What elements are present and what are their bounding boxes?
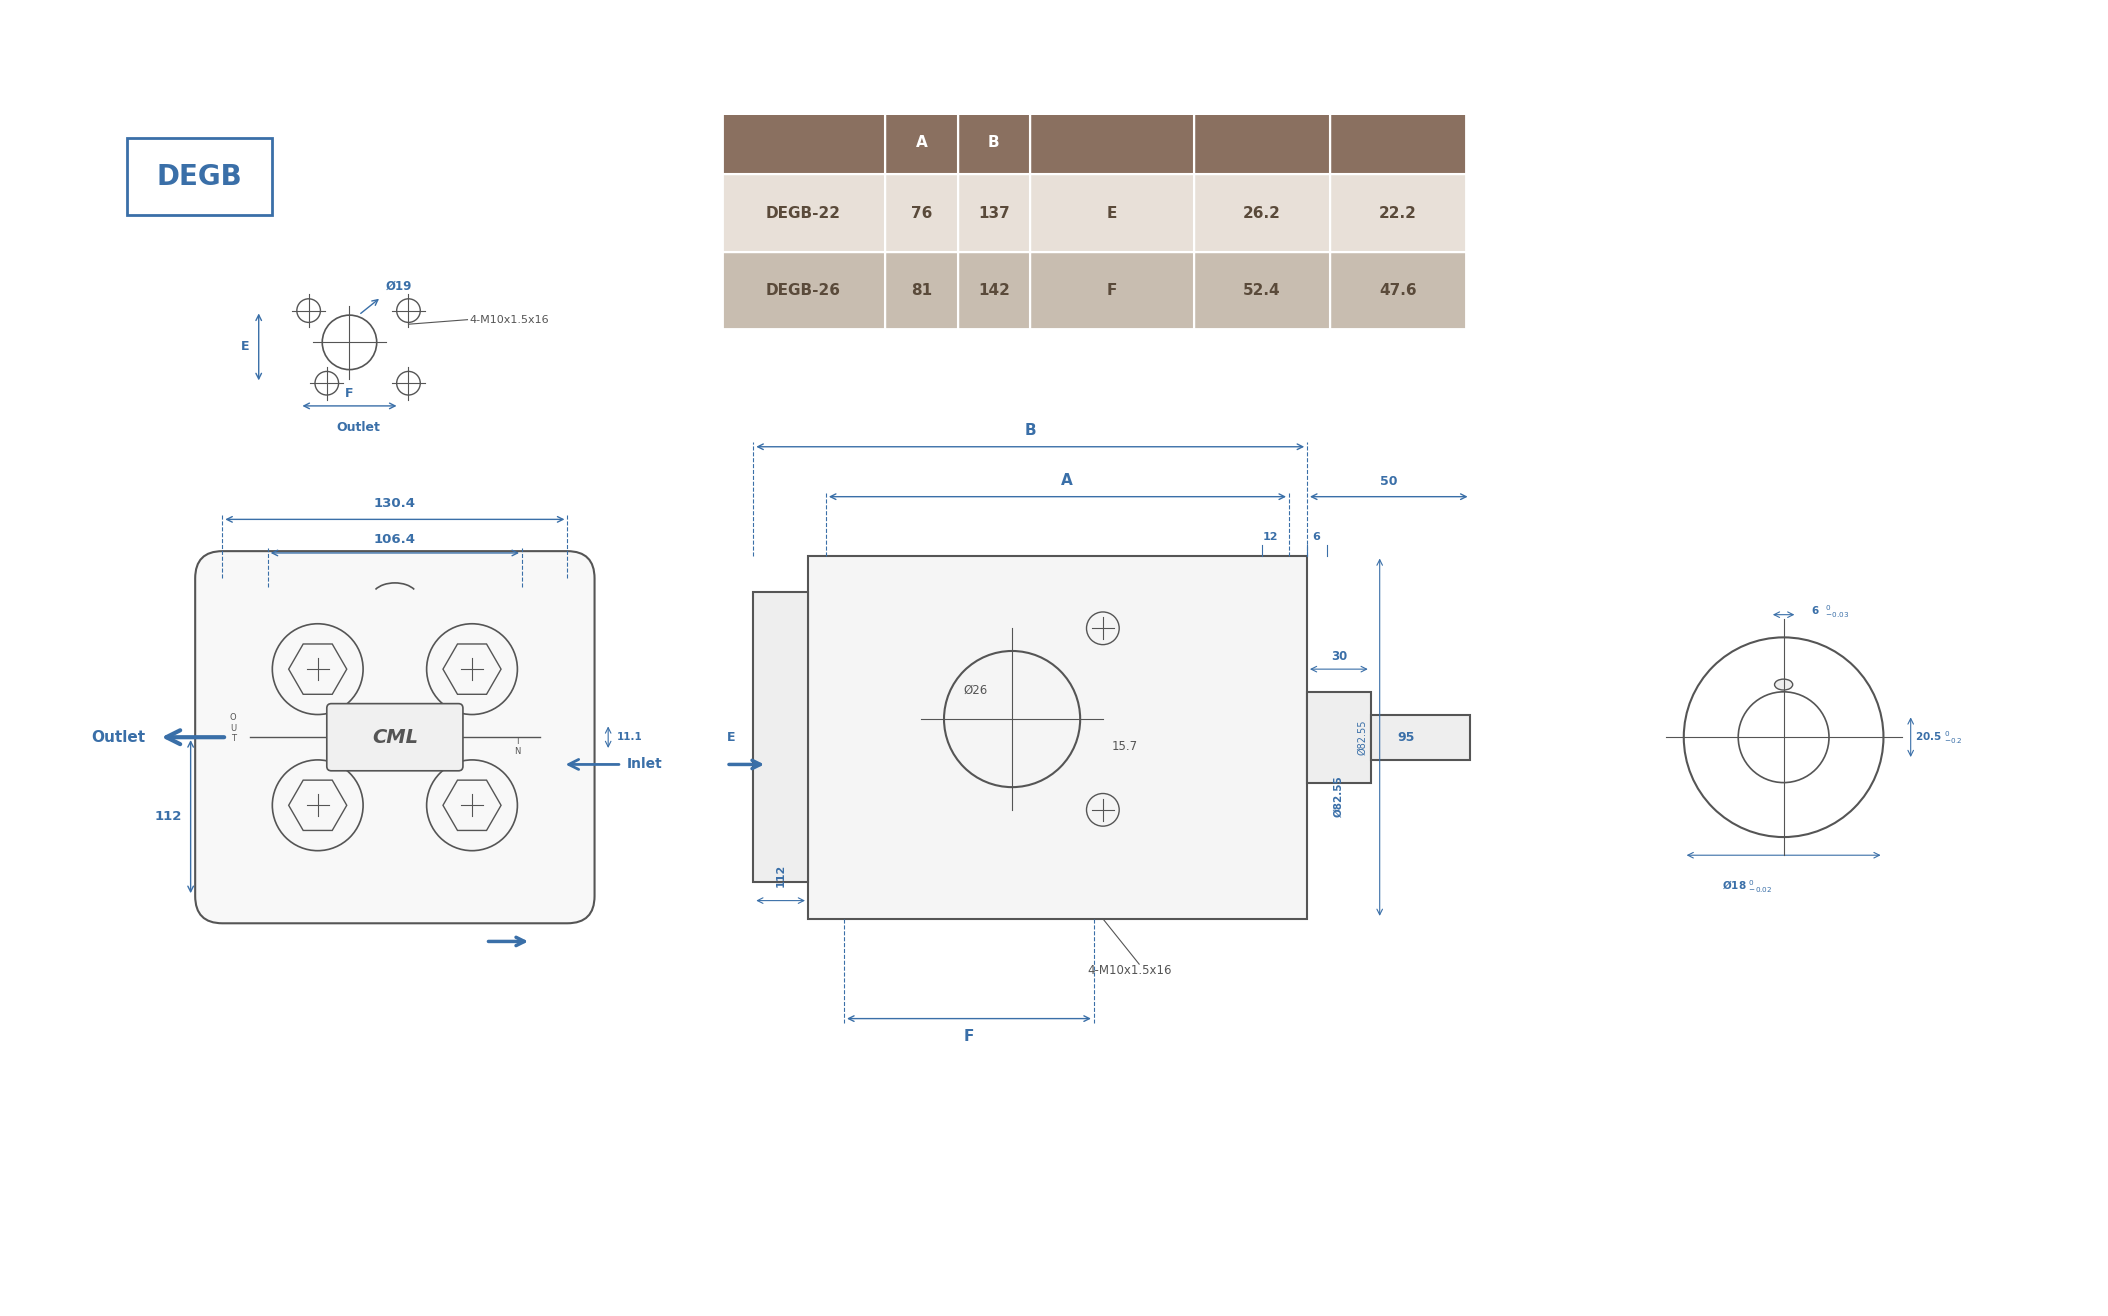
Text: A: A (915, 136, 928, 150)
Text: 6  $^0_{-0.03}$: 6 $^0_{-0.03}$ (1811, 604, 1849, 620)
Text: DIMENSION
(mm): DIMENSION (mm) (1067, 12, 1157, 46)
Ellipse shape (1775, 679, 1792, 690)
Bar (957, 175, 1031, 251)
Bar (1193, 175, 1330, 251)
Text: O
U
T: O U T (230, 713, 236, 744)
Text: Outlet: Outlet (91, 729, 145, 745)
Text: 12: 12 (1263, 532, 1280, 542)
Bar (721, 0, 885, 111)
Bar (1370, 715, 1471, 759)
Text: 4-M10x1.5x16: 4-M10x1.5x16 (1088, 965, 1172, 978)
Text: 11.1: 11.1 (618, 732, 643, 742)
Text: 47.6: 47.6 (1379, 283, 1417, 297)
Text: 76: 76 (911, 205, 932, 221)
Text: Ø19: Ø19 (386, 279, 413, 292)
Text: B: B (1024, 422, 1035, 438)
Text: 6: 6 (1311, 532, 1320, 542)
Text: 4-M10x1.5x16: 4-M10x1.5x16 (470, 315, 548, 325)
Text: A: A (1060, 472, 1073, 488)
Bar (1193, 0, 1330, 111)
Text: 50: 50 (1381, 475, 1398, 488)
Text: Model: Model (778, 22, 828, 37)
Bar (885, 0, 1031, 111)
Text: 137: 137 (978, 205, 1010, 221)
Text: 81: 81 (911, 283, 932, 297)
FancyBboxPatch shape (126, 138, 272, 216)
Text: DEGB: DEGB (156, 163, 242, 191)
Bar (1193, 111, 1330, 175)
Text: 26.2: 26.2 (1244, 205, 1282, 221)
Text: (mm): (mm) (934, 0, 980, 4)
Bar (1330, 111, 1465, 175)
Bar (885, 251, 957, 329)
Text: F: F (346, 387, 354, 400)
Bar (807, 555, 1307, 919)
Text: 52.4: 52.4 (1244, 283, 1280, 297)
Text: F: F (963, 1029, 974, 1045)
Text: CML: CML (371, 728, 417, 746)
Bar (885, 175, 957, 251)
Text: 30: 30 (1330, 650, 1347, 663)
Text: 20.5 $^0_{-0.2}$: 20.5 $^0_{-0.2}$ (1916, 729, 1963, 746)
Bar (1031, 0, 1193, 111)
Text: 142: 142 (978, 283, 1010, 297)
Text: 130.4: 130.4 (373, 497, 415, 511)
Text: Ø19
OUTLET: Ø19 OUTLET (1364, 12, 1431, 47)
Text: Ø82.55: Ø82.55 (1334, 775, 1345, 817)
Bar (721, 175, 885, 251)
Bar (1193, 251, 1330, 329)
Bar (753, 592, 807, 883)
Bar (957, 251, 1031, 329)
Text: Outlet: Outlet (337, 421, 379, 434)
Bar (721, 111, 885, 175)
Bar (885, 111, 957, 175)
Text: E: E (1107, 205, 1117, 221)
Bar (1330, 175, 1465, 251)
Text: 95: 95 (1398, 730, 1414, 744)
Bar (1307, 692, 1370, 783)
FancyBboxPatch shape (327, 704, 464, 771)
Bar (1031, 251, 1193, 329)
Text: DEGB-22: DEGB-22 (765, 205, 841, 221)
Text: E: E (727, 730, 736, 744)
Text: B: B (989, 136, 999, 150)
Bar (721, 0, 1465, 329)
Bar (1330, 251, 1465, 329)
Text: Inlet: Inlet (626, 758, 662, 771)
Text: DEGB-26: DEGB-26 (765, 283, 841, 297)
FancyBboxPatch shape (196, 551, 594, 924)
Text: Ø18 $^0_{-0.02}$: Ø18 $^0_{-0.02}$ (1722, 878, 1773, 895)
Text: 22.2: 22.2 (1379, 205, 1417, 221)
Text: 112: 112 (776, 863, 786, 887)
Bar (957, 111, 1031, 175)
Text: F: F (1107, 283, 1117, 297)
Text: Ø26
INLET: Ø26 INLET (1237, 12, 1286, 47)
Text: Ø82.55: Ø82.55 (1358, 720, 1366, 755)
Bar (721, 251, 885, 329)
Text: Ø26: Ø26 (963, 683, 989, 696)
Bar (1031, 175, 1193, 251)
Bar (1330, 0, 1465, 111)
Text: 15.7: 15.7 (1111, 740, 1138, 753)
Text: I
N: I N (514, 737, 521, 755)
Text: 106.4: 106.4 (373, 533, 415, 546)
Bar (1031, 111, 1193, 175)
Text: E: E (240, 341, 249, 354)
Text: 112: 112 (154, 811, 181, 822)
